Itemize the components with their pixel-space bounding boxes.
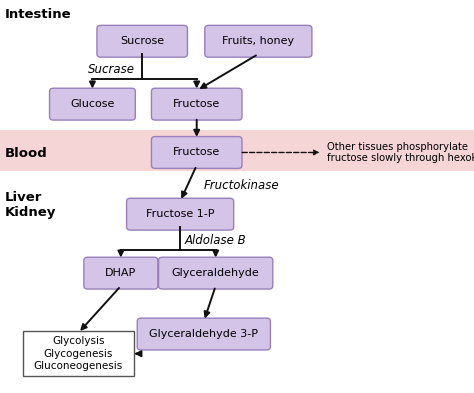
Text: Fructose 1-P: Fructose 1-P	[146, 209, 214, 219]
Text: Blood: Blood	[5, 147, 47, 160]
Text: Liver
Kidney: Liver Kidney	[5, 191, 56, 219]
Text: Sucrase: Sucrase	[88, 63, 135, 77]
FancyBboxPatch shape	[97, 25, 187, 57]
FancyBboxPatch shape	[205, 25, 312, 57]
FancyBboxPatch shape	[49, 88, 136, 120]
FancyBboxPatch shape	[137, 318, 270, 350]
FancyBboxPatch shape	[127, 198, 234, 230]
Text: Intestine: Intestine	[5, 8, 72, 21]
Text: Fructose: Fructose	[173, 147, 220, 158]
Text: Fruits, honey: Fruits, honey	[222, 36, 294, 46]
Text: Fructokinase: Fructokinase	[204, 179, 280, 192]
FancyBboxPatch shape	[84, 257, 158, 289]
Text: Glyceraldehyde: Glyceraldehyde	[172, 268, 260, 278]
Text: Sucrose: Sucrose	[120, 36, 164, 46]
Text: DHAP: DHAP	[105, 268, 137, 278]
Text: Other tissues phosphorylate
fructose slowly through hexokinase: Other tissues phosphorylate fructose slo…	[327, 142, 474, 163]
FancyBboxPatch shape	[23, 331, 134, 376]
FancyBboxPatch shape	[158, 257, 273, 289]
FancyBboxPatch shape	[152, 88, 242, 120]
Text: Glycolysis
Glycogenesis
Gluconeogenesis: Glycolysis Glycogenesis Gluconeogenesis	[34, 336, 123, 371]
FancyBboxPatch shape	[0, 130, 474, 171]
Text: Glyceraldehyde 3-P: Glyceraldehyde 3-P	[149, 329, 258, 339]
Text: Aldolase B: Aldolase B	[185, 234, 246, 247]
Text: Fructose: Fructose	[173, 99, 220, 109]
FancyBboxPatch shape	[152, 136, 242, 168]
Text: Glucose: Glucose	[70, 99, 115, 109]
